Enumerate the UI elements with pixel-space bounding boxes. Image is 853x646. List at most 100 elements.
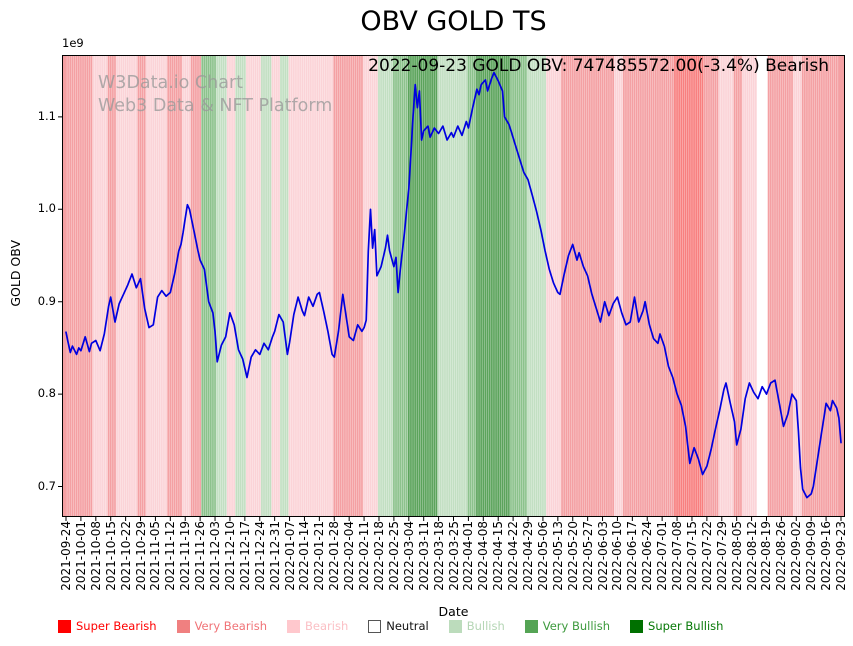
band-bearish (546, 55, 562, 517)
x-tick-label: 2022-02-11 (357, 521, 372, 591)
x-tick-label: 2021-10-08 (88, 521, 103, 591)
band-bearish (245, 55, 261, 517)
x-tick-label: 2022-04-08 (476, 521, 491, 591)
watermark: W3Data.io Chart Web3 Data & NFT Platform (98, 72, 332, 118)
x-tick-label: 2022-09-09 (804, 521, 819, 591)
x-tick-label: 2022-08-26 (774, 521, 789, 591)
x-tick-label: 2022-03-18 (431, 521, 446, 591)
band-very_bearish (561, 55, 615, 517)
x-tick-label: 2022-08-05 (729, 521, 744, 591)
watermark-line1: W3Data.io Chart (98, 73, 244, 93)
x-tick-label: 2022-01-14 (297, 521, 312, 591)
obv-line (65, 71, 842, 499)
y-axis-offset-text: 1e9 (62, 36, 84, 50)
legend-label: Bearish (305, 619, 349, 633)
legend-item-very_bearish: Very Bearish (176, 619, 268, 633)
x-tick-label: 2022-04-29 (521, 521, 536, 591)
x-tick-label: 2021-09-24 (59, 521, 73, 591)
y-tick-label: 0.8 (37, 386, 56, 401)
y-tick-label: 0.7 (37, 478, 56, 493)
band-very_bullish (201, 55, 217, 517)
axis-ticks (58, 116, 842, 521)
x-tick-label: 2021-10-29 (133, 521, 148, 591)
x-tick-label: 2022-05-06 (535, 521, 550, 591)
x-tick-label: 2022-07-22 (699, 521, 714, 591)
y-tick-label: 0.9 (37, 293, 56, 308)
x-tick-label: 2022-06-24 (640, 521, 655, 591)
legend-item-super_bearish: Super Bearish (58, 619, 157, 633)
band-very_bullish (392, 55, 408, 517)
x-tick-label: 2022-07-01 (655, 521, 670, 591)
band-bullish (260, 55, 272, 517)
day-stripes (66, 55, 839, 517)
x-tick-label: 2022-01-07 (282, 521, 297, 591)
sentiment-legend: Super Bearish Very Bearish Bearish Neutral B… (58, 619, 723, 633)
x-tick-label: 2022-09-02 (789, 521, 804, 591)
legend-label: Very Bearish (194, 619, 268, 633)
band-bullish (235, 55, 246, 517)
x-tick-label: 2022-06-17 (625, 521, 640, 591)
band-bearish (92, 55, 108, 517)
legend-swatch-very_bearish (176, 619, 190, 633)
legend-item-bearish: Bearish (287, 619, 348, 633)
band-bullish (526, 55, 547, 517)
band-bearish (288, 55, 334, 517)
legend-item-super_bullish: Super Bullish (630, 619, 723, 633)
band-neutral (756, 55, 768, 517)
x-tick-label: 2021-12-03 (208, 521, 223, 591)
chart-title: OBV GOLD TS (360, 6, 547, 37)
legend-label: Neutral (386, 619, 429, 633)
x-tick-label: 2022-06-03 (595, 521, 610, 591)
plot-frame (62, 55, 845, 517)
x-tick-label: 2022-03-25 (446, 521, 461, 591)
band-very_bearish (190, 55, 202, 517)
legend-label: Bullish (466, 619, 505, 633)
legend-swatch-neutral (368, 619, 382, 633)
band-bullish (377, 55, 393, 517)
band-very_bearish (167, 55, 183, 517)
x-tick-label: 2022-04-01 (461, 521, 476, 591)
legend-item-neutral: Neutral (368, 619, 429, 633)
band-very_bearish (62, 55, 93, 517)
x-tick-label: 2022-07-08 (670, 521, 685, 591)
x-tick-label: 2022-08-12 (744, 521, 759, 591)
sentiment-bands (62, 55, 845, 517)
band-bearish (363, 55, 378, 517)
x-tick-label: 2021-12-24 (252, 521, 267, 591)
x-tick-label: 2022-01-21 (312, 521, 327, 591)
x-tick-label: 2022-02-25 (386, 521, 401, 591)
x-tick-label: 2022-07-29 (714, 521, 729, 591)
x-tick-label: 2021-11-05 (148, 521, 163, 591)
x-tick-label: 2021-10-22 (118, 521, 133, 591)
band-bearish (742, 55, 757, 517)
x-tick-label: 2022-04-22 (506, 521, 521, 591)
y-tick-label: 1.0 (37, 201, 56, 216)
x-tick-label: 2022-07-15 (684, 521, 699, 591)
x-tick-label: 2021-12-31 (267, 521, 282, 591)
watermark-line2: Web3 Data & NFT Platform (98, 96, 333, 116)
legend-label: Very Bullish (542, 619, 611, 633)
legend-label: Super Bullish (648, 619, 724, 633)
latest-value-annotation: 2022-09-23 GOLD OBV: 747485572.00(-3.4%)… (368, 56, 829, 76)
x-tick-label: 2022-03-11 (416, 521, 431, 591)
x-tick-label: 2021-11-26 (193, 521, 208, 591)
x-tick-label: 2022-08-19 (759, 521, 774, 591)
legend-swatch-very_bullish (524, 619, 538, 633)
legend-swatch-super_bullish (630, 619, 644, 633)
x-tick-label: 2021-12-17 (237, 521, 252, 591)
x-tick-label: 2021-11-12 (163, 521, 178, 591)
x-tick-label: 2022-05-20 (565, 521, 580, 591)
x-tick-label: 2022-02-04 (342, 521, 357, 591)
legend-swatch-bearish (287, 619, 301, 633)
x-tick-label: 2022-05-27 (580, 521, 595, 591)
x-tick-label: 2022-01-28 (327, 521, 342, 591)
x-axis-label: Date (438, 604, 469, 619)
x-tick-label: 2021-10-01 (73, 521, 88, 591)
x-tick-label: 2022-09-16 (819, 521, 834, 591)
x-tick-label: 2021-11-19 (178, 521, 193, 591)
legend-swatch-super_bearish (58, 619, 71, 633)
x-tick-label: 2022-09-23 (834, 521, 848, 591)
y-tick-label: 1.1 (37, 108, 56, 123)
